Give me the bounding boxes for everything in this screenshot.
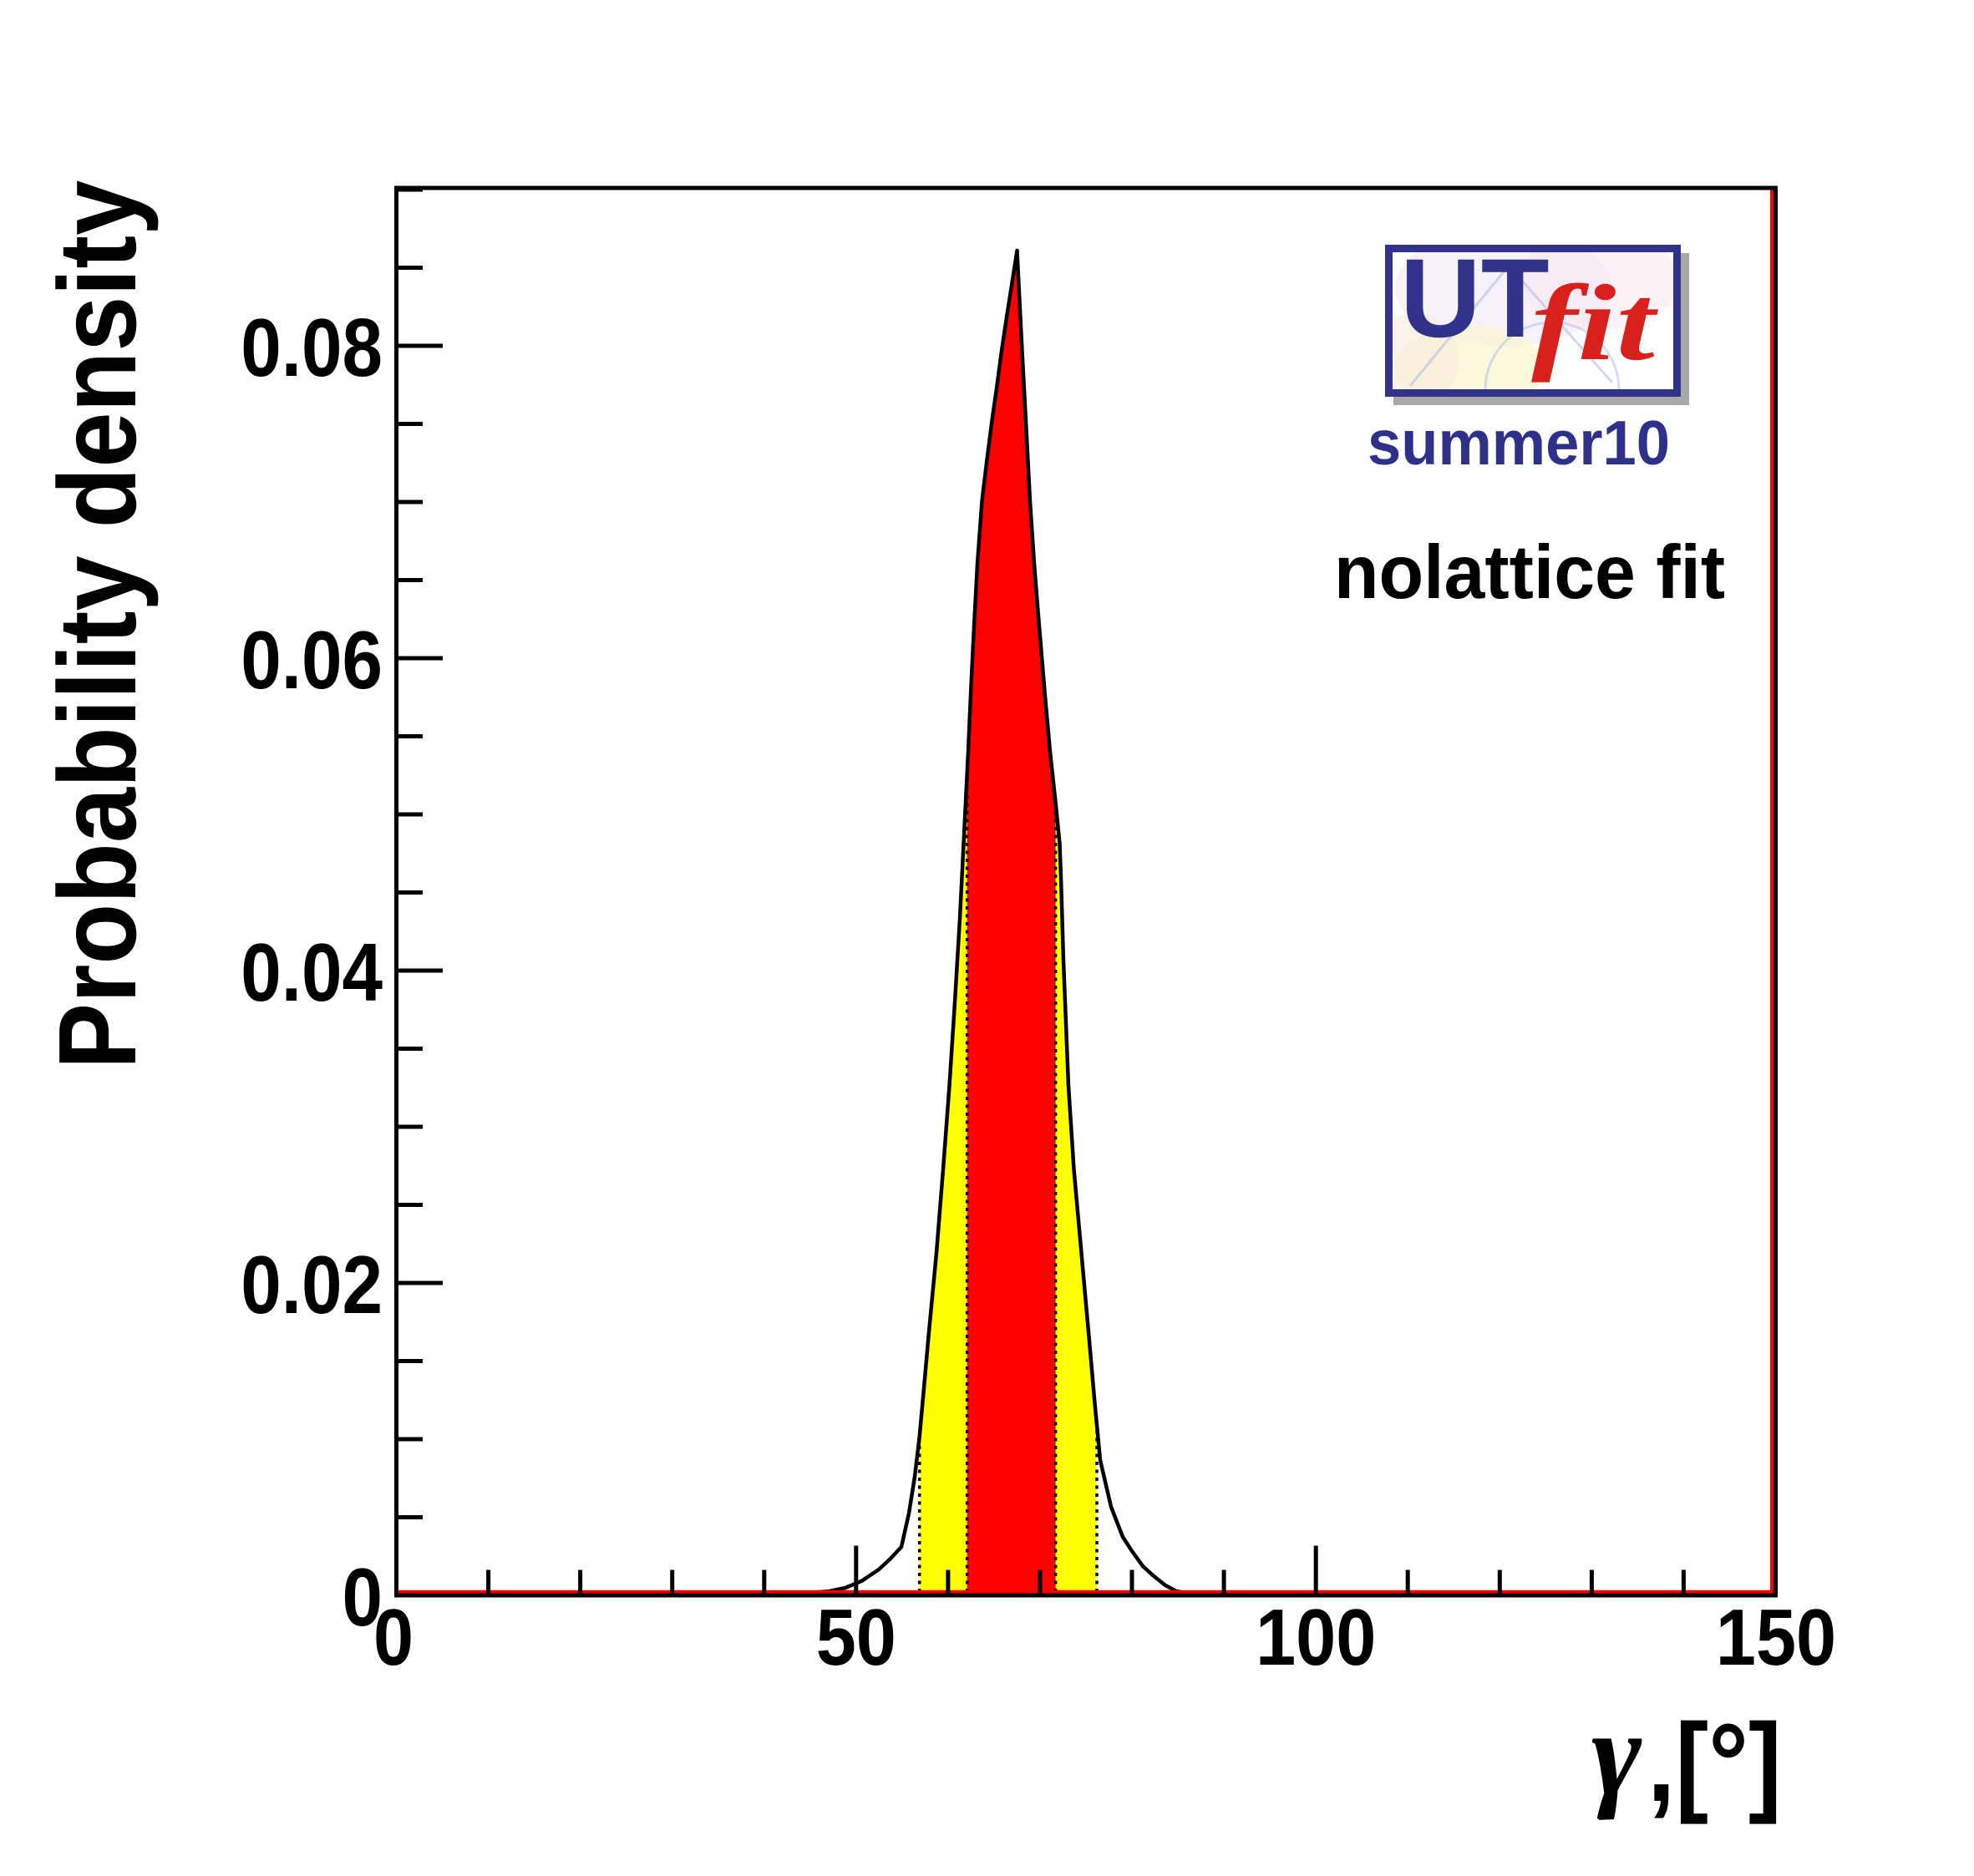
svg-text:nolattice fit: nolattice fit [1334,530,1725,615]
svg-text:Probability density: Probability density [35,180,159,1070]
svg-text:,[°]: ,[°] [1647,1700,1782,1824]
svg-text:150: 150 [1716,1593,1836,1682]
svg-text:summer10: summer10 [1368,408,1670,478]
svg-text:0.08: 0.08 [241,302,383,393]
svg-text:UT: UT [1400,236,1550,361]
svg-text:0.06: 0.06 [241,614,383,706]
svg-text:fit: fit [1531,263,1659,383]
svg-text:0.02: 0.02 [241,1239,383,1331]
svg-text:0: 0 [373,1593,414,1682]
svg-text:γ: γ [1591,1687,1642,1821]
svg-text:0.04: 0.04 [241,926,383,1018]
svg-text:100: 100 [1256,1593,1376,1682]
svg-text:50: 50 [816,1593,896,1682]
svg-text:0: 0 [342,1551,383,1643]
